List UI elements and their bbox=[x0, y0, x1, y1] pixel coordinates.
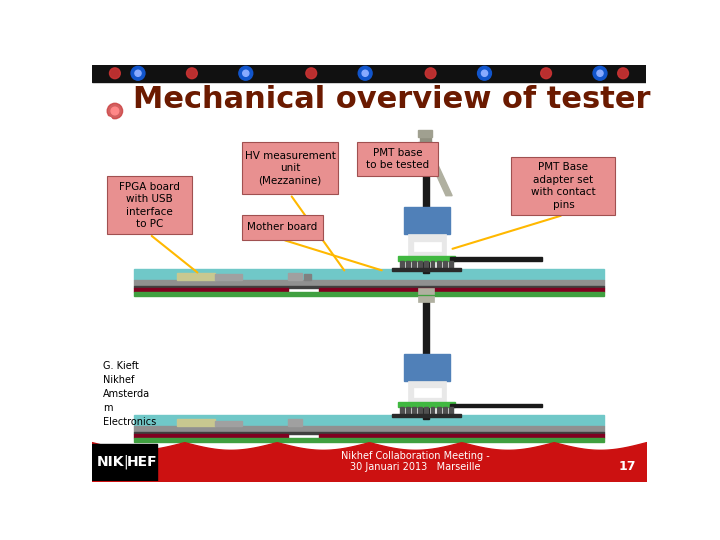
Text: FPGA board
with USB
interface
to PC: FPGA board with USB interface to PC bbox=[119, 182, 180, 229]
Bar bbox=[418, 261, 422, 268]
Text: 17: 17 bbox=[618, 460, 636, 473]
Bar bbox=[404, 354, 450, 381]
Bar bbox=[134, 286, 604, 288]
Circle shape bbox=[243, 70, 249, 76]
Bar bbox=[398, 256, 455, 261]
FancyBboxPatch shape bbox=[511, 157, 616, 215]
Bar bbox=[398, 402, 455, 408]
Text: |: | bbox=[123, 455, 128, 469]
Bar bbox=[176, 273, 215, 280]
Bar bbox=[92, 65, 647, 82]
Circle shape bbox=[239, 66, 253, 80]
Bar bbox=[418, 142, 432, 148]
Bar bbox=[418, 408, 422, 414]
Bar bbox=[134, 438, 604, 442]
Bar bbox=[400, 261, 404, 268]
Text: G. Kieft
Nikhef
Amsterda
m
Electronics: G. Kieft Nikhef Amsterda m Electronics bbox=[104, 361, 157, 427]
Circle shape bbox=[597, 70, 603, 76]
Text: Mother board: Mother board bbox=[247, 222, 318, 232]
Bar bbox=[408, 381, 446, 402]
Bar bbox=[319, 288, 604, 292]
Bar bbox=[134, 426, 604, 432]
Bar bbox=[450, 257, 542, 261]
Bar bbox=[449, 261, 453, 268]
Bar bbox=[414, 242, 441, 251]
Bar bbox=[392, 414, 462, 417]
Bar bbox=[408, 234, 446, 256]
Bar bbox=[443, 408, 447, 414]
FancyBboxPatch shape bbox=[242, 215, 323, 240]
Text: Nikhef Collaboration Meeting -
30 Januari 2013   Marseille: Nikhef Collaboration Meeting - 30 Januar… bbox=[341, 450, 490, 472]
Bar bbox=[431, 261, 434, 268]
Bar bbox=[400, 408, 404, 414]
Bar bbox=[412, 408, 416, 414]
Bar bbox=[134, 280, 604, 286]
Bar bbox=[134, 288, 288, 292]
Circle shape bbox=[109, 68, 120, 79]
Bar bbox=[134, 432, 604, 434]
Bar bbox=[176, 419, 215, 426]
Bar bbox=[418, 130, 432, 137]
Bar bbox=[437, 408, 441, 414]
Circle shape bbox=[186, 68, 197, 79]
Bar bbox=[418, 296, 433, 302]
Text: HV measurement
unit
(Mezzanine): HV measurement unit (Mezzanine) bbox=[245, 151, 336, 185]
Bar bbox=[404, 207, 450, 234]
Bar bbox=[134, 269, 604, 280]
Bar bbox=[319, 434, 604, 438]
Text: PMT Base
adapter set
with contact
pins: PMT Base adapter set with contact pins bbox=[531, 163, 595, 210]
Bar bbox=[418, 288, 433, 294]
Bar bbox=[423, 146, 429, 273]
FancyBboxPatch shape bbox=[357, 142, 438, 177]
Circle shape bbox=[359, 66, 372, 80]
Bar bbox=[423, 300, 429, 419]
Text: NIK: NIK bbox=[96, 455, 124, 469]
Circle shape bbox=[477, 66, 492, 80]
Circle shape bbox=[306, 68, 317, 79]
Circle shape bbox=[131, 66, 145, 80]
Text: PMT base
to be tested: PMT base to be tested bbox=[366, 148, 429, 170]
Circle shape bbox=[362, 70, 368, 76]
Text: Mechanical overview of tester: Mechanical overview of tester bbox=[133, 85, 651, 114]
FancyBboxPatch shape bbox=[242, 142, 338, 194]
Circle shape bbox=[618, 68, 629, 79]
Bar bbox=[304, 274, 311, 280]
Bar bbox=[215, 421, 242, 426]
FancyBboxPatch shape bbox=[107, 177, 192, 234]
Polygon shape bbox=[423, 146, 452, 195]
Bar bbox=[134, 415, 604, 426]
Bar bbox=[425, 408, 428, 414]
Bar bbox=[392, 268, 462, 271]
Circle shape bbox=[111, 107, 119, 115]
Bar bbox=[406, 261, 410, 268]
Bar bbox=[406, 408, 410, 414]
Circle shape bbox=[482, 70, 487, 76]
Circle shape bbox=[426, 68, 436, 79]
Bar bbox=[414, 388, 441, 397]
Bar bbox=[92, 444, 157, 481]
Bar bbox=[134, 292, 604, 296]
Bar bbox=[288, 419, 302, 426]
Bar bbox=[443, 261, 447, 268]
Bar bbox=[288, 273, 302, 280]
Bar bbox=[425, 261, 428, 268]
Bar bbox=[412, 261, 416, 268]
Circle shape bbox=[593, 66, 607, 80]
Circle shape bbox=[107, 103, 122, 119]
Text: HEF: HEF bbox=[127, 455, 158, 469]
Circle shape bbox=[541, 68, 552, 79]
Bar bbox=[420, 136, 431, 143]
Bar bbox=[215, 274, 242, 280]
Bar bbox=[450, 403, 542, 408]
Bar bbox=[437, 261, 441, 268]
Bar bbox=[431, 408, 434, 414]
Bar bbox=[449, 408, 453, 414]
Bar bbox=[134, 434, 288, 438]
Circle shape bbox=[135, 70, 141, 76]
